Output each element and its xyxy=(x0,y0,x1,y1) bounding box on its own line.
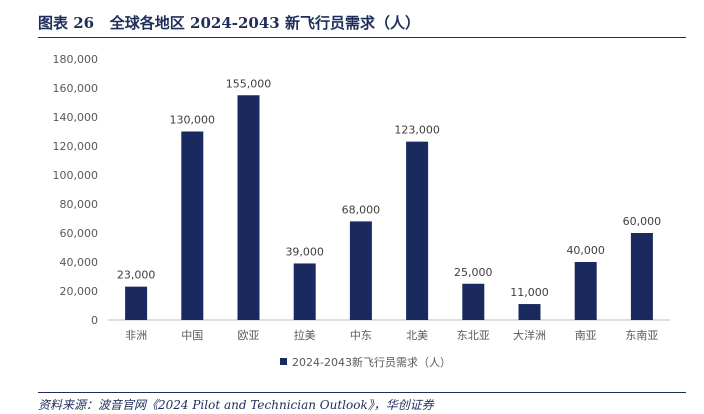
figure-title: 图表 26 全球各地区 2024-2043 新飞行员需求（人） xyxy=(38,12,420,33)
x-tick-label: 南亚 xyxy=(575,329,597,342)
x-tick-label: 北美 xyxy=(406,329,428,342)
y-tick-label: 0 xyxy=(91,314,98,327)
bar xyxy=(406,141,429,320)
y-tick-label: 140,000 xyxy=(53,111,99,124)
legend-label: 2024-2043新飞行员需求（人） xyxy=(292,355,451,369)
x-tick-label: 东北亚 xyxy=(457,329,490,342)
x-tick-label: 中国 xyxy=(181,329,203,342)
bar-value-label: 25,000 xyxy=(454,266,493,279)
y-tick-label: 120,000 xyxy=(53,140,99,153)
chart-area: 0 20,000 40,000 60,000 80,000 100,000 120,000 1… xyxy=(38,40,686,385)
y-tick-label: 160,000 xyxy=(53,82,99,95)
x-tick-label: 东南亚 xyxy=(625,329,658,342)
y-tick-label: 180,000 xyxy=(53,53,99,66)
bar xyxy=(349,221,372,320)
bar-value-label: 39,000 xyxy=(285,245,324,258)
x-tick-label: 大洋洲 xyxy=(513,328,546,342)
bottom-rule xyxy=(38,392,686,393)
source-note: 资料来源：波音官网《2024 Pilot and Technician Outl… xyxy=(38,398,434,412)
y-tick-label: 40,000 xyxy=(60,256,99,269)
top-rule xyxy=(38,37,686,38)
bar xyxy=(518,304,541,320)
bars-group xyxy=(125,95,653,320)
bar-value-label: 40,000 xyxy=(566,244,605,257)
bar xyxy=(125,286,148,320)
bar-value-label: 23,000 xyxy=(117,269,156,282)
x-axis: 非洲 中国 欧亚 拉美 中东 北美 东北亚 大洋洲 南亚 东南亚 xyxy=(125,328,658,342)
y-tick-label: 100,000 xyxy=(53,169,99,182)
data-labels-group: 23,000 130,000 155,000 39,000 68,000 123,000 2… xyxy=(117,77,661,299)
x-tick-label: 非洲 xyxy=(125,329,147,342)
x-tick-label: 欧亚 xyxy=(238,329,260,342)
bar xyxy=(181,131,204,320)
bar-value-label: 60,000 xyxy=(623,215,662,228)
y-tick-label: 20,000 xyxy=(60,285,99,298)
bar-value-label: 123,000 xyxy=(394,124,440,137)
figure-label: 图表 26 xyxy=(38,14,95,32)
y-tick-label: 80,000 xyxy=(60,198,99,211)
legend-swatch xyxy=(280,358,287,365)
bar-chart: 0 20,000 40,000 60,000 80,000 100,000 120,000 1… xyxy=(53,53,670,369)
x-tick-label: 拉美 xyxy=(294,328,316,342)
bar xyxy=(293,263,316,320)
figure-header: 图表 26 全球各地区 2024-2043 新飞行员需求（人） xyxy=(38,10,686,38)
x-tick-label: 中东 xyxy=(350,329,372,342)
bar-value-label: 155,000 xyxy=(226,77,272,90)
y-axis: 0 20,000 40,000 60,000 80,000 100,000 120,000 1… xyxy=(53,53,99,327)
bar xyxy=(462,283,485,320)
bar-value-label: 68,000 xyxy=(342,203,381,216)
bar xyxy=(237,95,260,320)
bar xyxy=(574,262,597,320)
legend: 2024-2043新飞行员需求（人） xyxy=(280,355,451,369)
figure-title-text: 全球各地区 2024-2043 新飞行员需求（人） xyxy=(109,14,420,32)
y-tick-label: 60,000 xyxy=(60,227,99,240)
bar-value-label: 11,000 xyxy=(510,286,549,299)
bar-value-label: 130,000 xyxy=(170,114,216,127)
bar xyxy=(630,233,653,320)
